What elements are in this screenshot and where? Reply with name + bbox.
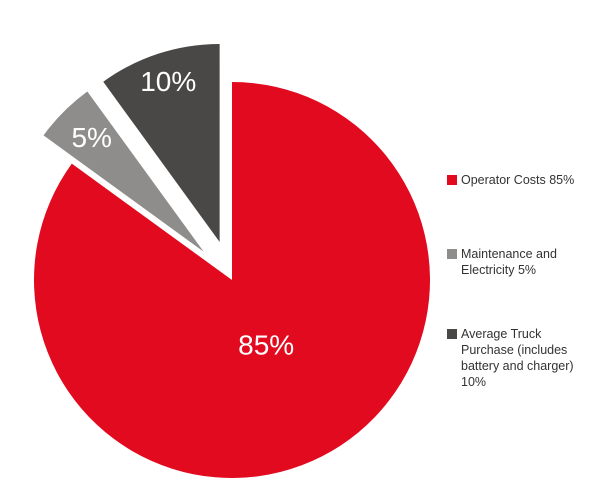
legend-swatch-operator-costs [447, 175, 457, 185]
legend-item-truck-purchase: Average Truck Purchase (includes battery… [447, 326, 597, 390]
pie-slice-operator-costs [33, 82, 431, 478]
legend-label-operator-costs: Operator Costs 85% [461, 173, 575, 187]
pie-slice-label-truck-purchase: 10% [140, 66, 196, 97]
legend-swatch-maintenance-electricity [447, 249, 457, 259]
pie-slice-label-maintenance-electricity: 5% [71, 122, 111, 153]
legend-label-truck-purchase: Average Truck Purchase (includes battery… [461, 327, 574, 389]
legend-item-operator-costs: Operator Costs 85% [447, 172, 597, 188]
legend-item-maintenance-electricity: Maintenance and Electricity 5% [447, 246, 597, 278]
pie-slice-maintenance-electricity [43, 91, 204, 252]
pie-slice-label-operator-costs: 85% [238, 329, 294, 360]
pie-slice-truck-purchase [103, 43, 220, 242]
legend-label-maintenance-electricity: Maintenance and Electricity 5% [461, 247, 557, 277]
legend-swatch-truck-purchase [447, 329, 457, 339]
